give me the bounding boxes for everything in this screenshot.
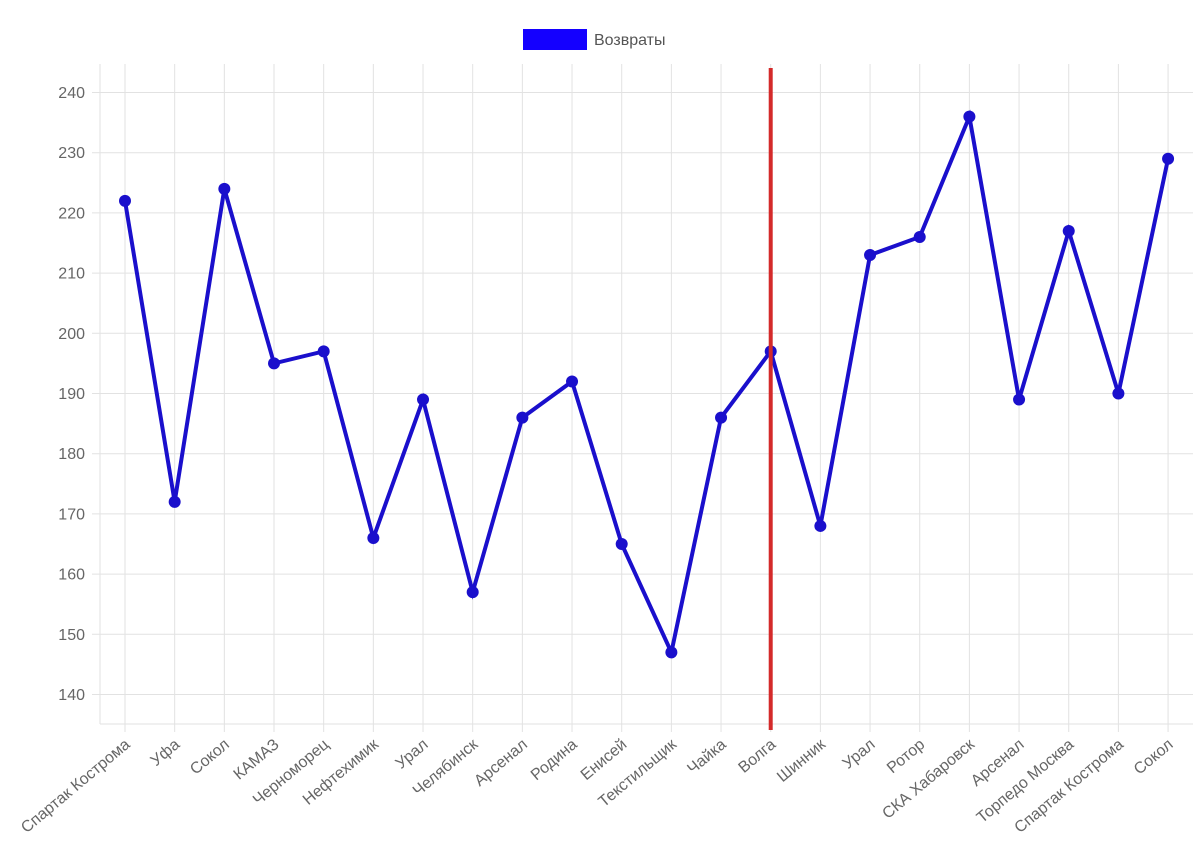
data-point[interactable] <box>417 393 430 406</box>
y-tick-label: 190 <box>58 386 85 403</box>
y-tick-label: 180 <box>58 446 85 463</box>
y-tick-label: 200 <box>58 326 85 343</box>
data-point[interactable] <box>1162 152 1175 165</box>
data-point[interactable] <box>119 194 131 207</box>
grid <box>92 64 1193 732</box>
data-point[interactable] <box>466 586 479 599</box>
x-tick-label: СКА Хабаровск <box>879 735 978 822</box>
data-point[interactable] <box>218 182 231 195</box>
data-point[interactable] <box>963 110 976 123</box>
y-tick-label: 210 <box>58 266 85 283</box>
x-axis-ticks: Спартак Кострома Уфа СоколКАМАЗЧерноморецН… <box>18 735 1176 836</box>
data-point[interactable] <box>1062 224 1075 237</box>
x-tick-label: Родина <box>528 736 581 784</box>
x-tick-label: Урал <box>393 736 432 773</box>
x-tick-label: Сокол <box>187 736 233 778</box>
x-tick-label: Ротор <box>884 736 928 777</box>
y-tick-label: 140 <box>58 687 85 704</box>
data-point[interactable] <box>367 531 380 544</box>
y-tick-label: 240 <box>58 85 85 102</box>
y-tick-label: 230 <box>58 145 85 162</box>
legend-swatch <box>523 29 587 50</box>
data-point[interactable] <box>913 230 926 243</box>
data-point[interactable] <box>1013 393 1026 406</box>
y-axis-ticks: 140 150 160 170 180 190 200 210 220 230 240 <box>58 85 85 704</box>
y-tick-label: 220 <box>58 205 85 222</box>
y-tick-label: 160 <box>58 567 85 584</box>
data-point[interactable] <box>566 375 579 388</box>
x-tick-label: Спартак Кострома <box>18 736 133 837</box>
data-point[interactable] <box>516 411 529 424</box>
data-point[interactable] <box>715 411 728 424</box>
data-point[interactable] <box>814 519 827 532</box>
x-tick-label: Урал <box>840 736 879 773</box>
x-tick-label: Шинник <box>774 735 830 785</box>
x-tick-label: Чайка <box>684 736 729 778</box>
data-point[interactable] <box>864 249 877 262</box>
data-point[interactable] <box>615 538 628 550</box>
y-tick-label: 170 <box>58 506 85 523</box>
series-returns <box>119 109 1175 659</box>
x-tick-label: Арсенал <box>471 736 531 790</box>
data-point[interactable] <box>1112 387 1125 400</box>
legend-label: Возвраты <box>594 32 666 49</box>
x-tick-label: Волга <box>735 736 779 777</box>
legend[interactable]: Возвраты <box>523 29 666 50</box>
series-line <box>123 109 1171 659</box>
data-point[interactable] <box>168 495 181 508</box>
x-tick-label: Уфа <box>148 736 184 770</box>
data-point[interactable] <box>268 357 281 370</box>
data-point[interactable] <box>665 646 678 659</box>
data-point[interactable] <box>317 345 330 358</box>
x-tick-label: Сокол <box>1131 736 1177 778</box>
y-tick-label: 150 <box>58 627 85 644</box>
